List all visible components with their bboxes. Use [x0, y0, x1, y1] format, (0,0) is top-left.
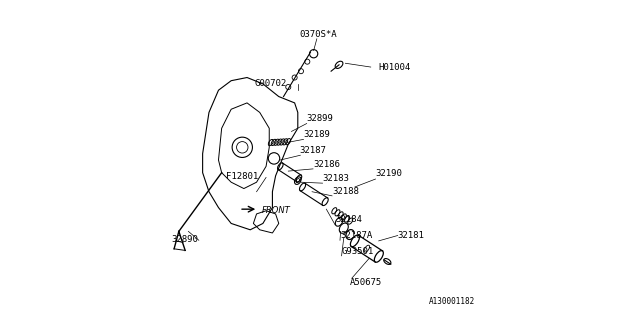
Text: G00702: G00702 [255, 79, 287, 88]
Text: G93501: G93501 [342, 247, 374, 256]
Text: 32899: 32899 [307, 114, 333, 123]
Text: A130001182: A130001182 [429, 297, 476, 306]
Text: 32190: 32190 [376, 169, 403, 178]
Text: A50675: A50675 [350, 278, 382, 287]
Text: 32183: 32183 [323, 174, 349, 183]
Text: 32187: 32187 [300, 146, 326, 155]
Text: 32181: 32181 [397, 231, 424, 240]
Text: 0370S*A: 0370S*A [300, 30, 337, 39]
Text: 32890: 32890 [171, 236, 198, 244]
Text: 32184: 32184 [335, 215, 362, 224]
Text: FRONT: FRONT [261, 206, 290, 215]
Text: 32187A: 32187A [340, 231, 372, 240]
Text: H01004: H01004 [379, 62, 411, 72]
Text: 32188: 32188 [332, 187, 359, 196]
Text: F12801: F12801 [226, 172, 258, 181]
Text: 32189: 32189 [303, 130, 330, 139]
Text: 32186: 32186 [313, 160, 340, 169]
